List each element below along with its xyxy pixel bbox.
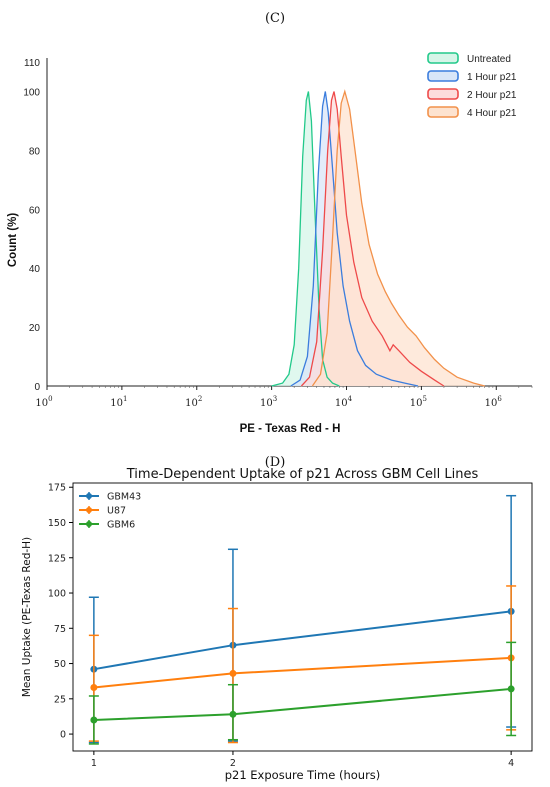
y-axis-label: Count (%) [7,213,19,267]
x-tick-label: 105 [410,395,427,409]
legend-label: 1 Hour p21 [467,72,517,83]
data-point [229,710,237,718]
histogram-line-3 [311,89,485,387]
x-tick-label: 104 [335,395,353,409]
histogram-fill-3 [312,91,485,386]
y-tick-label: 75 [54,624,66,635]
x-tick-label: 100 [35,395,52,409]
y-tick-label: 0 [34,382,40,393]
panel-c-label: (C) [265,11,285,26]
y-tick-label: 80 [29,146,41,157]
x-axis-label: p21 Exposure Time (hours) [225,768,381,782]
y-tick-label: 0 [60,730,66,741]
x-tick-label: 102 [185,395,202,409]
y-tick-label: 125 [48,553,66,564]
x-tick-exponent: 2 [198,395,202,403]
y-tick-label: 20 [29,323,41,334]
histogram-line-0 [271,91,340,387]
x-tick-base: 10 [410,398,423,409]
series-line-1 [93,656,512,689]
x-tick-label: 101 [110,395,127,409]
x-tick-base: 10 [185,398,198,409]
y-axis-label: Mean Uptake (PE-Texas Red-H) [21,537,33,697]
y-tick-label: 100 [48,589,66,600]
plot-frame [72,482,533,752]
x-axis-label: PE - Texas Red - H [240,423,341,435]
histogram-line-2 [300,91,445,387]
legend-swatch [427,88,459,100]
data-point [229,669,237,677]
legend-marker [86,521,92,527]
y-tick-label: 100 [23,87,40,98]
y-tick-label: 40 [29,264,41,275]
panel-d-label: (D) [265,455,286,470]
x-tick-exponent: 6 [497,395,502,403]
data-point [90,684,98,692]
histogram-fill-0 [271,91,340,386]
legend-label: U87 [107,506,126,517]
legend-marker [86,507,92,513]
data-point [90,716,98,724]
legend-label: 4 Hour p21 [467,108,517,119]
x-tick-base: 10 [260,398,273,409]
y-tick-label: 175 [48,483,66,494]
x-tick-exponent: 3 [273,395,277,403]
legend-label: GBM43 [107,492,141,503]
x-tick-label: 4 [508,758,514,769]
x-tick-base: 10 [35,398,48,409]
y-tick-label: 25 [54,694,66,705]
x-tick-exponent: 4 [348,395,353,403]
uptake-line-chart: Time-Dependent Uptake of p21 Across GBM … [21,467,533,782]
legend-label: 2 Hour p21 [467,90,517,101]
x-tick-exponent: 5 [423,395,427,403]
y-tick-label: 50 [54,659,66,670]
x-tick-exponent: 0 [48,395,52,403]
x-tick-label: 106 [485,395,503,409]
x-tick-label: 1 [91,758,97,769]
y-tick-label: 110 [24,58,40,69]
x-tick-exponent: 1 [123,395,127,403]
legend-label: GBM6 [107,520,135,531]
series-line-2 [93,687,512,721]
x-tick-label: 2 [230,758,236,769]
chart-title: Time-Dependent Uptake of p21 Across GBM … [126,467,479,482]
data-point [507,685,515,693]
legend-marker [86,493,92,499]
legend-label: Untreated [467,54,511,65]
x-tick-label: 103 [260,395,277,409]
y-tick-label: 60 [29,205,41,216]
legend-swatch [427,70,459,82]
x-tick-base: 10 [335,398,348,409]
legend-swatch [427,52,459,64]
x-tick-base: 10 [485,398,498,409]
y-tick-label: 150 [48,518,66,529]
legend-swatch [427,106,459,118]
x-tick-base: 10 [110,398,123,409]
